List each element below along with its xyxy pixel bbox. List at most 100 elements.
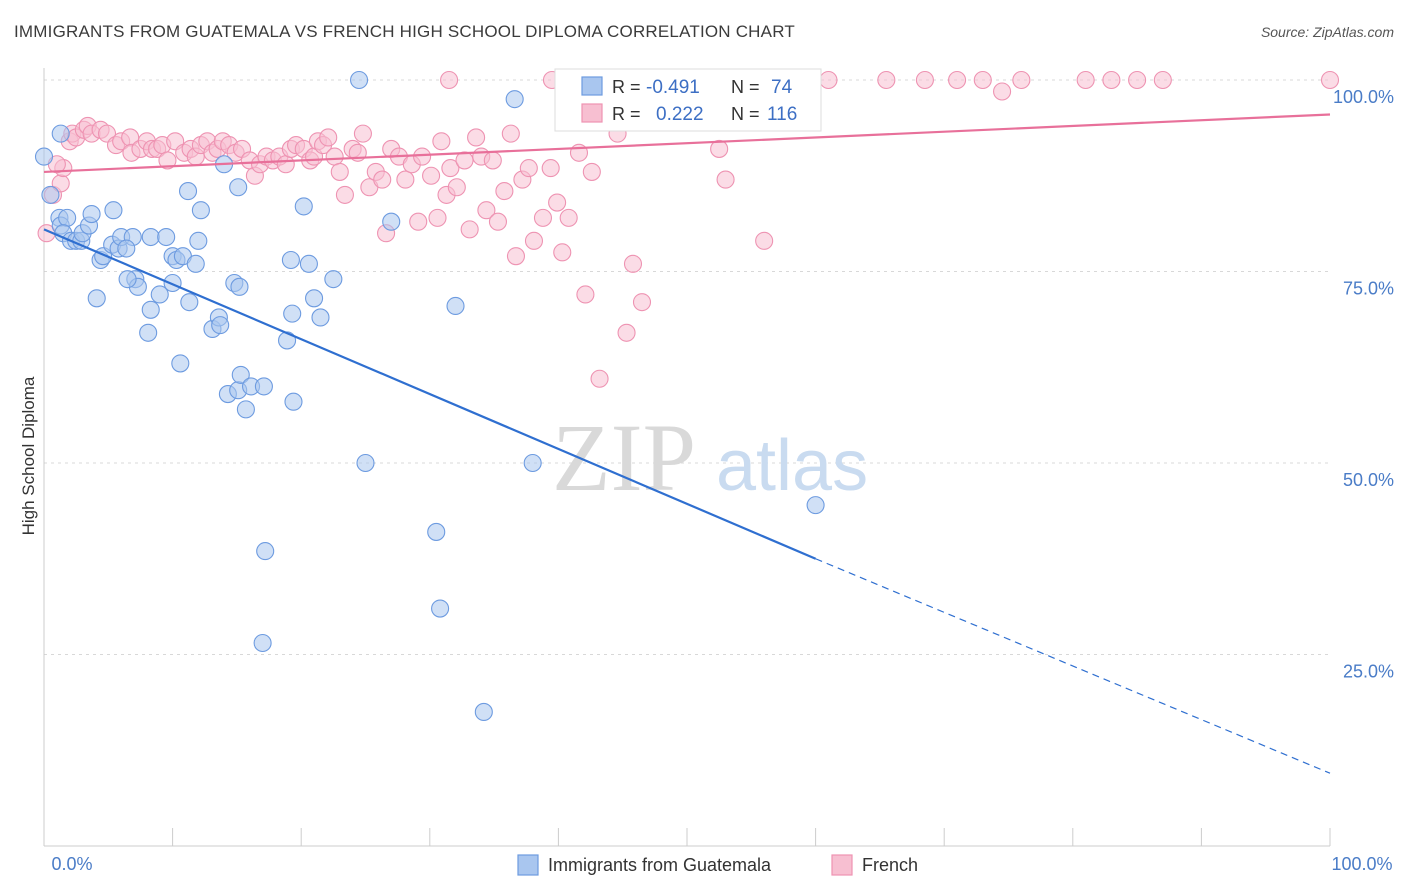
guatemala-point [256,542,275,561]
french-point [1320,70,1340,90]
guatemala-point [231,365,250,384]
guatemala-point [523,453,542,473]
french-point [548,193,567,212]
y-tick-label: 100.0% [1333,87,1394,107]
guatemala-point [34,147,54,166]
legend-guatemala-label: Immigrants from Guatemala [548,855,772,875]
watermark-atlas: atlas [716,426,868,506]
guatemala-point [230,277,249,296]
x-tick-label-max: 100.0% [1331,854,1392,874]
french-point [524,231,544,250]
french-point [590,369,609,388]
guatemala-points [34,70,825,722]
stats-pink-r-value: 0.222 [656,104,704,125]
french-point [716,170,735,189]
stats-pink-n-label: N = [731,104,760,124]
french-point [755,231,774,250]
french-point [1102,70,1121,90]
guatemala-point [236,400,255,419]
french-point [1076,70,1095,90]
guatemala-point [299,254,318,273]
stats-box: R = -0.491 N = 74 R = 0.222 N = 116 [554,68,822,132]
stats-blue-r-label: R = [612,77,641,97]
y-tick-label: 25.0% [1343,662,1394,682]
french-point [319,128,338,147]
french-point [617,323,636,342]
french-point [973,70,992,90]
guatemala-point [311,308,330,327]
french-point [1128,70,1147,90]
guatemala-point [141,227,160,247]
guatemala-point [431,599,450,618]
french-point [441,159,460,178]
guatemala-point [189,231,208,250]
legend-french-swatch [831,854,853,876]
french-point [396,170,415,189]
trend-lines [43,113,1331,774]
french-point [413,147,432,166]
french-point [467,128,486,147]
stats-blue-swatch [581,76,603,96]
french-point [632,293,652,312]
french-point [519,159,538,178]
chart-title: IMMIGRANTS FROM GUATEMALA VS FRENCH HIGH… [14,22,795,41]
guatemala-point [356,453,375,473]
x-tick-label-min: 0.0% [51,854,92,874]
guatemala-point [382,212,401,231]
french-point [1012,70,1031,90]
guatemala-point [178,182,198,201]
chart-source: Source: ZipAtlas.com [1260,24,1394,40]
guatemala-point [139,323,158,342]
french-point [993,82,1012,101]
guatemala-point [58,208,77,227]
guatemala-point [211,316,230,335]
guatemala-point [150,285,169,304]
french-point [819,70,838,90]
french-point [582,162,601,181]
guatemala-point [191,201,210,220]
guatemala-point [118,270,137,289]
guatemala-point [350,70,369,90]
french-point [373,170,392,189]
guatemala-point [157,227,176,247]
stats-blue-n-value: 74 [771,77,793,98]
guatemala-point [281,250,300,270]
guatemala-trend-line [43,228,817,560]
french-point [409,212,428,231]
french-point [428,208,447,227]
guatemala-point [41,185,60,204]
y-axis-label: High School Diploma [19,376,38,535]
guatemala-point [474,702,493,722]
guatemala-point [253,633,272,653]
stats-pink-swatch [581,103,603,123]
french-point [710,139,729,158]
watermark-zip: ZIP [552,404,696,511]
guatemala-point [163,273,182,293]
guatemala-point [180,293,199,312]
french-point [553,243,572,262]
guatemala-point [294,197,313,216]
french-point [495,182,514,201]
french-point [1153,70,1172,90]
french-point [158,151,177,170]
guatemala-point [324,270,343,289]
stats-blue-r-value: -0.491 [646,77,700,98]
french-point [440,70,459,90]
legend: Immigrants from Guatemala French [517,854,918,876]
french-point [623,254,643,273]
french-point [460,220,479,239]
french-point [488,212,508,231]
guatemala-point [254,377,273,396]
guatemala-point [87,289,106,308]
french-point [915,70,934,90]
french-point [948,70,967,90]
french-trend-line [43,113,1331,174]
french-point [330,162,349,181]
y-tick-label: 50.0% [1343,470,1394,490]
guatemala-point [51,124,70,143]
french-point [477,201,496,220]
x-axis-ticks [43,828,1331,846]
guatemala-point [283,304,302,323]
guatemala-point [186,254,205,273]
french-point [877,70,896,90]
